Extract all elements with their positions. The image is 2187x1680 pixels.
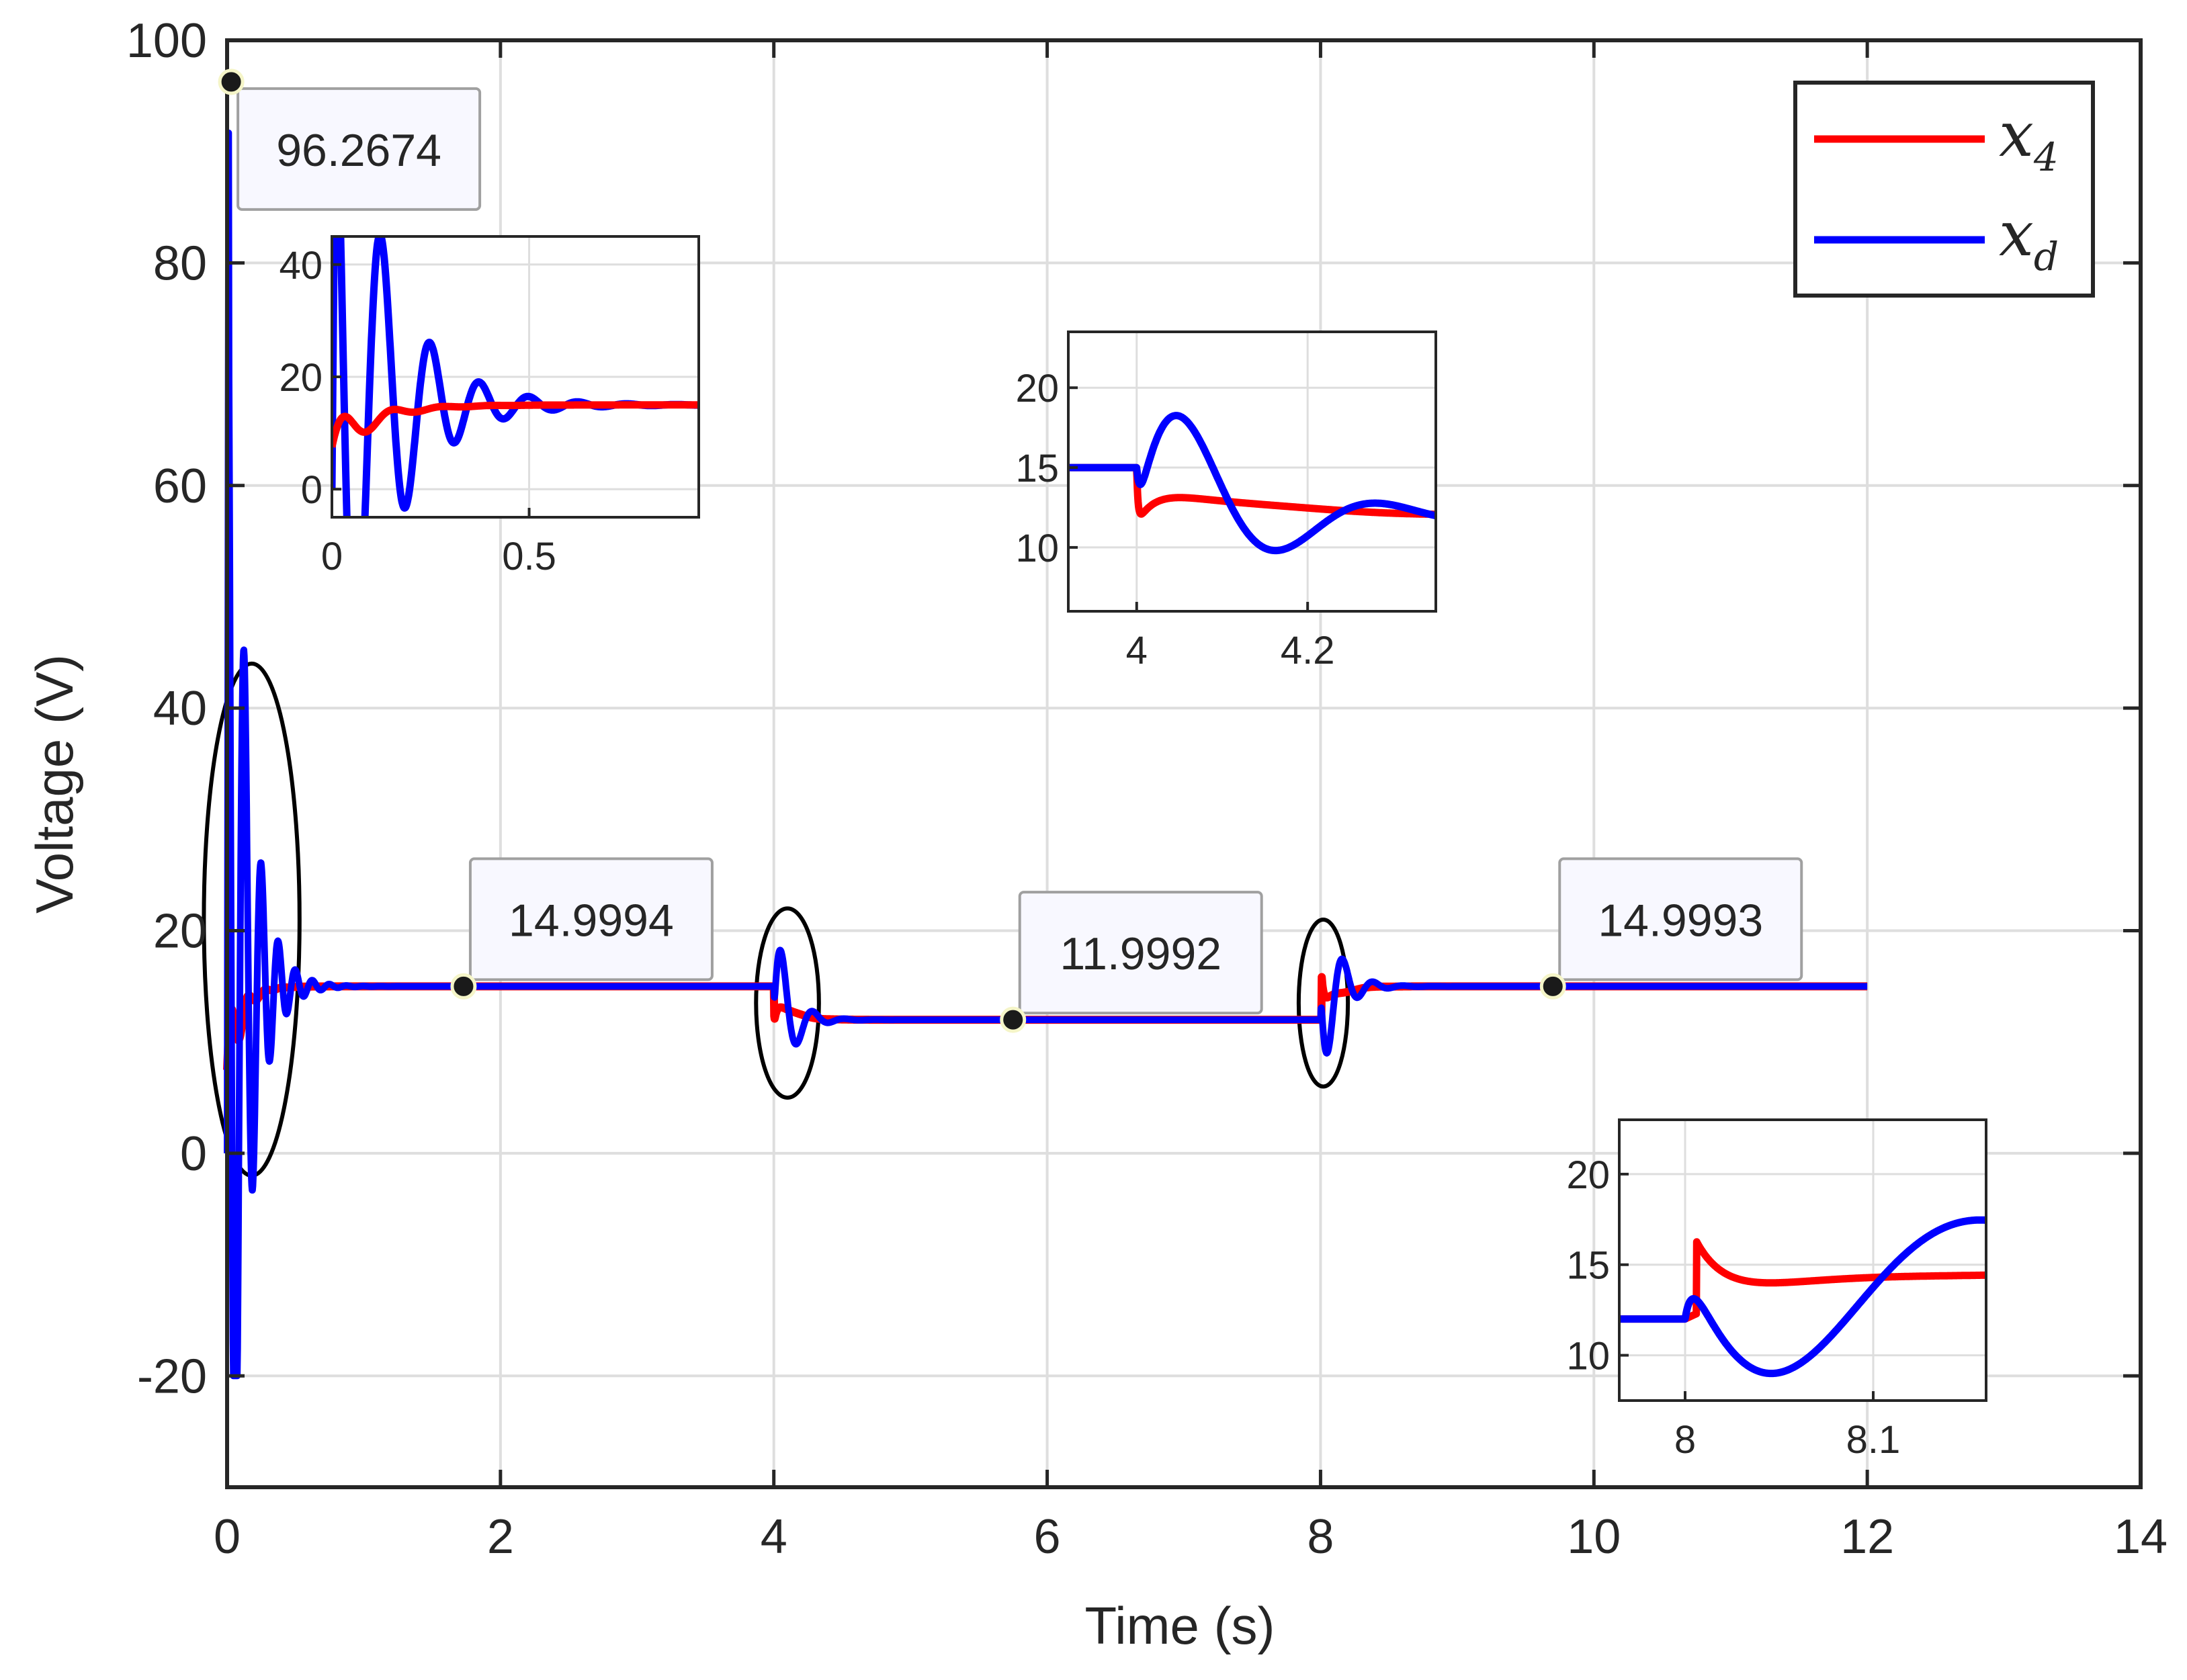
datatip-box <box>468 857 714 981</box>
inset-series <box>1619 1216 1986 1378</box>
inset-y-tick-label: 20 <box>1566 1153 1610 1197</box>
y-axis-label: Voltage (V) <box>25 654 84 914</box>
main-axes <box>225 38 2143 1489</box>
x-tick-label: 4 <box>761 1510 787 1564</box>
legend-box <box>1793 81 2095 298</box>
inset-x-tick-label: 0.5 <box>502 535 556 578</box>
series-line-xd <box>1317 955 1871 1057</box>
highlight-ellipse <box>754 906 821 1100</box>
inset-2: 4 4.2 10 15 20 <box>1015 330 1437 672</box>
inset-x-tick-label: 4.2 <box>1281 629 1335 672</box>
datatip[interactable]: 96.2674 <box>218 69 482 211</box>
inset-y-tick-label: 20 <box>1015 367 1059 410</box>
main-plot-frame <box>225 38 2143 1489</box>
inset-3: 8 8.1 10 15 20 <box>1566 1118 1987 1462</box>
datatip-box <box>237 87 482 211</box>
datatip[interactable]: 11.9992 <box>1000 891 1263 1033</box>
y-tick-label: 20 <box>153 905 207 959</box>
datatip-marker <box>218 69 245 95</box>
series-line-xd <box>770 946 1324 1048</box>
datatip-marker <box>450 973 477 1000</box>
main-series-lines <box>223 129 1871 1380</box>
inset-x-tick-label: 0 <box>321 535 343 578</box>
y-tick-label: -20 <box>137 1350 207 1403</box>
inset-y-tick-label: 40 <box>279 244 323 288</box>
inset-series <box>1068 412 1436 555</box>
datatip-label: 14.9993 <box>1598 895 1763 946</box>
inset-frame <box>1067 330 1437 613</box>
datatip-label: 11.9992 <box>1060 928 1221 979</box>
y-tick-label: 0 <box>180 1127 207 1181</box>
datatips: 96.2674 14.9994 11.9992 14.9993 <box>218 69 1803 1033</box>
insets: 0 0.5 0 20 40 4 4.2 10 15 20 8 8.1 10 15 20 <box>279 235 1987 1462</box>
datatip-label: 14.9994 <box>509 895 674 946</box>
datatip-box <box>1558 857 1803 981</box>
inset-line-xd <box>1619 1216 1986 1378</box>
x-tick-label: 14 <box>2114 1510 2168 1564</box>
x-tick-label: 12 <box>1840 1510 1894 1564</box>
legend-label-xd: xd <box>1999 198 2059 279</box>
inset-y-tick-label: 10 <box>1566 1335 1610 1378</box>
inset-frame <box>1618 1118 1987 1402</box>
highlight-ellipse <box>1296 917 1350 1089</box>
datatip-marker <box>1000 1006 1027 1033</box>
inset-y-tick-label: 15 <box>1015 447 1059 490</box>
x-tick-label: 2 <box>487 1510 514 1564</box>
inset-line-x4 <box>332 401 699 449</box>
legend-label-x4: x4 <box>1999 99 2059 180</box>
inset-y-tick-label: 20 <box>279 356 323 400</box>
datatip-box <box>1018 891 1263 1015</box>
x-tick-label: 6 <box>1034 1510 1061 1564</box>
inset-y-tick-label: 10 <box>1015 527 1059 570</box>
inset-x-tick-label: 8.1 <box>1846 1418 1901 1462</box>
x-tick-label: 0 <box>214 1510 241 1564</box>
inset-background <box>1619 1120 1986 1401</box>
x-tick-label: 8 <box>1307 1510 1334 1564</box>
x-tick-label: 10 <box>1567 1510 1621 1564</box>
y-tick-label: 40 <box>153 682 207 736</box>
inset-x-tick-label: 4 <box>1126 629 1148 672</box>
y-tick-label: 60 <box>153 459 207 513</box>
legend[interactable]: x4 xd <box>1793 81 2095 298</box>
datatip-label: 96.2674 <box>276 125 441 176</box>
inset-background <box>1068 332 1436 611</box>
inset-1: 0 0.5 0 20 40 <box>279 235 700 578</box>
datatip-marker <box>1539 973 1566 1000</box>
inset-line-xd <box>1068 412 1436 555</box>
y-tick-label: 80 <box>153 236 207 290</box>
y-tick-label: 100 <box>126 14 207 68</box>
x-axis-label: Time (s) <box>1084 1596 1275 1655</box>
series-line-xd <box>224 129 777 1380</box>
inset-x-tick-label: 8 <box>1674 1418 1696 1462</box>
inset-series <box>332 236 699 517</box>
inset-y-tick-label: 15 <box>1566 1244 1610 1288</box>
inset-y-tick-label: 0 <box>301 468 323 512</box>
datatip[interactable]: 14.9994 <box>450 857 714 1000</box>
datatip[interactable]: 14.9993 <box>1539 857 1803 1000</box>
